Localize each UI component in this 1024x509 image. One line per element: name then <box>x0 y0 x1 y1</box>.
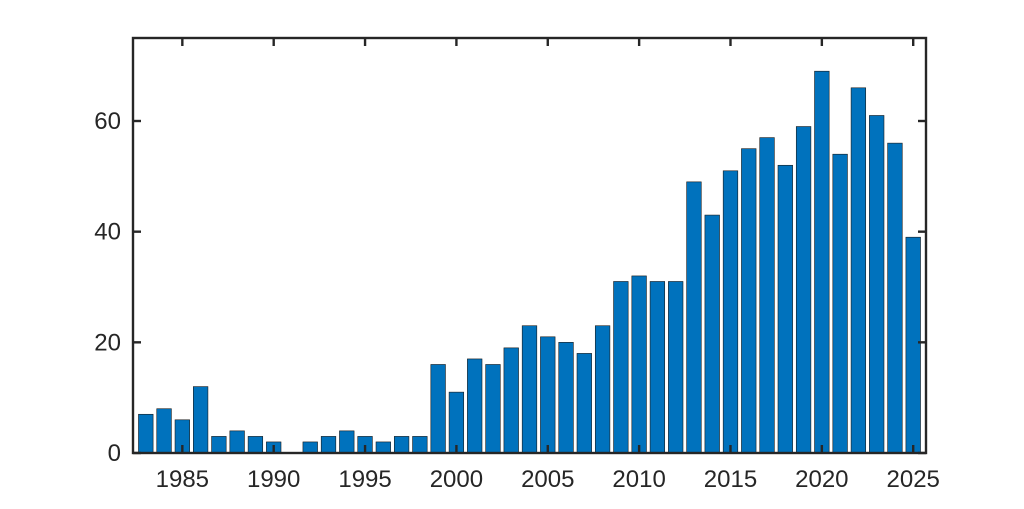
bar-2016 <box>741 148 757 454</box>
bar-1999 <box>430 364 446 454</box>
bar-2017 <box>759 137 775 454</box>
bar-1993 <box>320 436 337 454</box>
x-tick-label-2010: 2010 <box>612 466 665 493</box>
bar-2021 <box>832 153 848 454</box>
bar-1988 <box>229 430 245 454</box>
y-tick-label-0: 0 <box>108 440 121 467</box>
x-tick-label-2005: 2005 <box>521 466 574 493</box>
axes-frame <box>131 36 928 455</box>
x-tick-label-2000: 2000 <box>430 466 483 493</box>
x-tick-label-1985: 1985 <box>156 466 209 493</box>
bar-2004 <box>521 325 538 454</box>
bar-2000 <box>448 391 465 454</box>
bar-2023 <box>869 115 885 454</box>
bar-1996 <box>375 441 391 454</box>
y-tick-label-40: 40 <box>94 219 121 246</box>
bar-1986 <box>193 386 209 454</box>
bar-2006 <box>558 342 574 454</box>
bar-2025 <box>905 236 921 454</box>
bar-1983 <box>138 413 154 454</box>
bar-2009 <box>613 281 629 454</box>
bar-2002 <box>485 364 501 454</box>
bar-1998 <box>412 436 428 454</box>
bar-2019 <box>795 126 812 454</box>
bar-2003 <box>503 347 519 454</box>
bar-2024 <box>887 142 903 454</box>
bar-2010 <box>631 275 647 454</box>
y-tick-label-20: 20 <box>94 329 121 356</box>
bar-2013 <box>686 181 702 454</box>
bar-2012 <box>668 281 684 454</box>
ticks-group: 1985 1990 1995 2000 2005 2010 2015 2020 2025 0 20 4… <box>94 38 940 493</box>
x-tick-label-2025: 2025 <box>887 466 940 493</box>
bar-2011 <box>649 281 666 454</box>
x-tick-label-2020: 2020 <box>795 466 848 493</box>
bars-group <box>138 70 921 454</box>
bar-2014 <box>704 214 720 454</box>
bar-1989 <box>247 436 264 454</box>
x-tick-label-2015: 2015 <box>704 466 757 493</box>
bar-1984 <box>156 408 172 454</box>
bar-1987 <box>211 436 227 454</box>
bar-2005 <box>540 336 556 454</box>
bar-2008 <box>594 325 611 454</box>
bar-2015 <box>722 170 739 454</box>
bar-2001 <box>467 358 483 454</box>
bar-2007 <box>576 353 592 454</box>
x-tick-label-1990: 1990 <box>247 466 300 493</box>
bar-1997 <box>393 436 410 454</box>
bar-2020 <box>814 70 830 454</box>
bar-2022 <box>850 87 867 454</box>
y-tick-label-60: 60 <box>94 108 121 135</box>
bar-2018 <box>777 164 793 454</box>
x-tick-label-1995: 1995 <box>338 466 391 493</box>
bar-1994 <box>339 430 355 454</box>
bar-1992 <box>302 441 318 454</box>
